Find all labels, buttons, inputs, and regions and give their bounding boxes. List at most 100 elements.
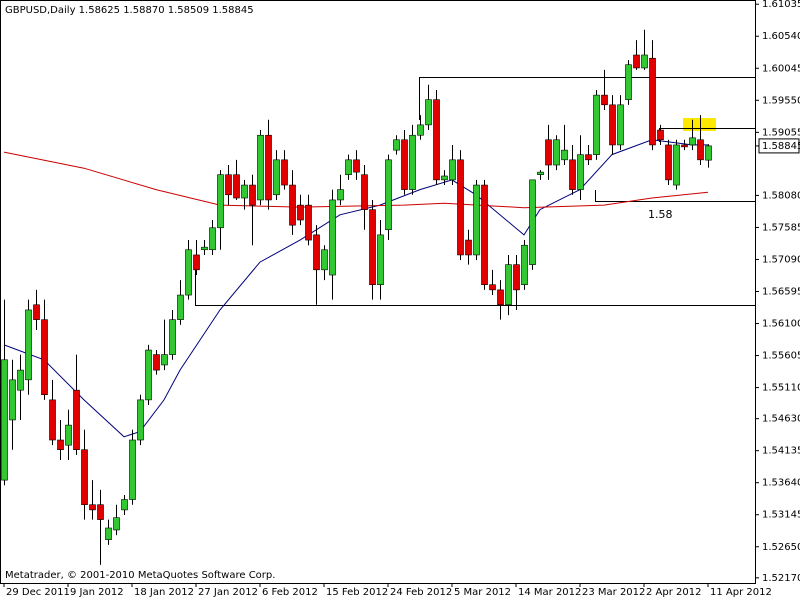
candle (129, 429, 136, 505)
candle-body (617, 104, 624, 146)
price-box (758, 138, 800, 154)
candle (289, 170, 296, 235)
candle-body (233, 174, 240, 199)
candle (177, 280, 184, 325)
candle (305, 194, 312, 246)
candle (649, 40, 656, 151)
candle (33, 289, 40, 330)
y-tick-label: 1.61035 (762, 0, 800, 10)
candle (513, 254, 520, 310)
candle-body (153, 354, 160, 371)
candle-body (265, 134, 272, 201)
candle-body (65, 424, 72, 446)
candle (553, 135, 560, 171)
candle (441, 170, 448, 186)
candle-body (681, 144, 688, 148)
candle (41, 299, 48, 400)
x-tick-label: 24 Feb 2012 (390, 587, 452, 598)
candle (185, 240, 192, 300)
candle-body (665, 144, 672, 181)
candle-body (209, 227, 216, 251)
candle-body (81, 449, 88, 506)
candle (609, 95, 616, 155)
candle-body (569, 159, 576, 190)
x-tick-label: 27 Jan 2012 (198, 587, 258, 598)
plot (1, 29, 712, 565)
candle (657, 124, 664, 145)
candle (153, 350, 160, 375)
candle (369, 199, 376, 300)
candle (25, 299, 32, 395)
candle (249, 174, 256, 246)
candle (225, 165, 232, 206)
candle (113, 504, 120, 536)
candle (377, 220, 384, 300)
y-tick-label: 1.59550 (762, 95, 800, 106)
candle-body (161, 354, 168, 366)
candle-body (625, 64, 632, 100)
candle (209, 220, 216, 255)
candle-body (249, 184, 256, 206)
y-tick-label: 1.59055 (762, 127, 800, 138)
candle-body (609, 104, 616, 146)
candle (585, 144, 592, 165)
candle (265, 119, 272, 210)
candle-body (345, 159, 352, 176)
candle (537, 170, 544, 180)
candle (97, 489, 104, 565)
candle-body (321, 249, 328, 271)
candle (337, 174, 344, 206)
candle-body (593, 94, 600, 155)
candle-body (417, 124, 424, 136)
y-tick-label: 1.57585 (762, 222, 800, 233)
candle-body (289, 184, 296, 226)
candle (345, 154, 352, 180)
candle (449, 144, 456, 186)
candle (385, 154, 392, 241)
box-line (419, 77, 755, 120)
candle-body (41, 319, 48, 396)
candle-body (97, 504, 104, 520)
candle-body (25, 309, 32, 381)
candle-body (473, 184, 480, 256)
candle (9, 359, 16, 450)
candle (497, 280, 504, 320)
candle-body (641, 54, 648, 69)
candle (505, 254, 512, 316)
y-tick-label: 1.54135 (762, 446, 800, 457)
candle (665, 139, 672, 186)
candle-body (537, 171, 544, 176)
box-line (195, 268, 755, 306)
candle-body (457, 159, 464, 256)
candle-body (193, 254, 200, 271)
candle-body (553, 139, 560, 166)
x-tick-label: 14 Mar 2012 (518, 587, 581, 598)
candle (601, 69, 608, 110)
candle-body (73, 389, 80, 451)
candle (257, 130, 264, 206)
candle-body (89, 504, 96, 511)
candle-body (113, 517, 120, 531)
x-tick-label: 2 Apr 2012 (646, 587, 701, 598)
candle (1, 299, 8, 486)
candle (561, 124, 568, 165)
candle (273, 150, 280, 200)
candle (417, 115, 424, 140)
candle-body (401, 139, 408, 190)
candle (241, 179, 248, 210)
candle (281, 150, 288, 190)
candle (161, 319, 168, 371)
candle-body (329, 199, 336, 276)
candle (457, 150, 464, 261)
candle (137, 394, 144, 446)
x-tick-label: 11 Apr 2012 (710, 587, 772, 598)
candle (393, 135, 400, 155)
candle-body (585, 154, 592, 161)
candle-body (297, 204, 304, 221)
highlight (683, 118, 716, 131)
candle-body (601, 94, 608, 106)
candle (297, 194, 304, 226)
candle (433, 89, 440, 186)
candle-body (505, 264, 512, 306)
candle-body (697, 139, 704, 161)
